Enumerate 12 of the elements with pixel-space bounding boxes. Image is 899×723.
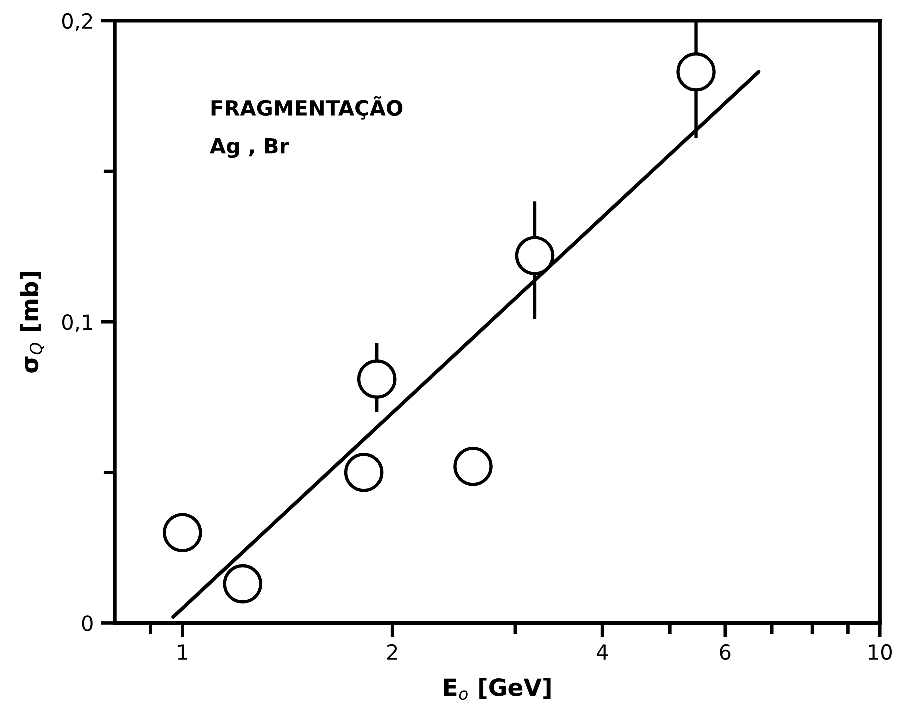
x-axis-title: E$_{o}$ [GeV] xyxy=(444,678,551,700)
annotation: FRAGMENTAÇÃO xyxy=(212,96,403,120)
y-tick-label: 0,1 xyxy=(62,314,92,332)
x-tick-label: 10 xyxy=(869,644,892,660)
y-tick-label: 0,2 xyxy=(62,13,92,32)
x-tick-label: 2 xyxy=(388,644,398,660)
y-axis-title: σ$_{Q}$ [mb] xyxy=(20,272,44,373)
x-tick-label: 1 xyxy=(178,644,188,660)
x-tick-label: 4 xyxy=(596,644,608,660)
y-tick-label: 0 xyxy=(82,616,93,632)
annotation: Ag , Br xyxy=(210,138,290,158)
x-tick-label: 6 xyxy=(720,644,731,660)
